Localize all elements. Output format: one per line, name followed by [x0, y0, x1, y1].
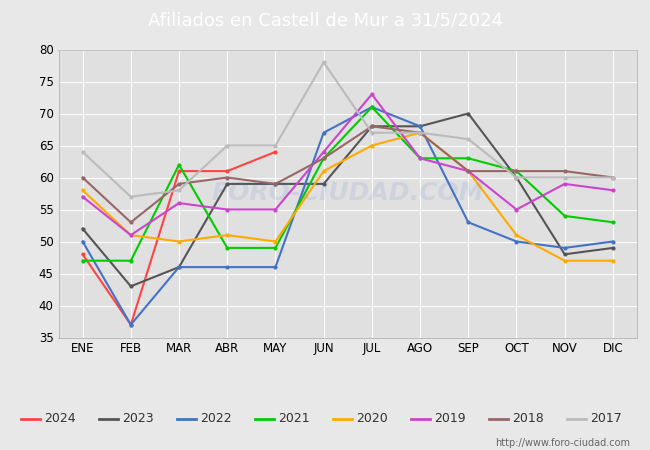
Text: 2021: 2021 — [278, 412, 310, 425]
Text: 2018: 2018 — [512, 412, 544, 425]
Text: http://www.foro-ciudad.com: http://www.foro-ciudad.com — [495, 438, 630, 448]
Text: 2019: 2019 — [434, 412, 466, 425]
Text: FORO-CIUDAD.COM: FORO-CIUDAD.COM — [211, 181, 484, 206]
Text: 2022: 2022 — [200, 412, 232, 425]
Text: 2023: 2023 — [122, 412, 154, 425]
Text: 2020: 2020 — [356, 412, 388, 425]
Text: 2017: 2017 — [590, 412, 622, 425]
Text: Afiliados en Castell de Mur a 31/5/2024: Afiliados en Castell de Mur a 31/5/2024 — [148, 11, 502, 29]
Text: 2024: 2024 — [44, 412, 76, 425]
